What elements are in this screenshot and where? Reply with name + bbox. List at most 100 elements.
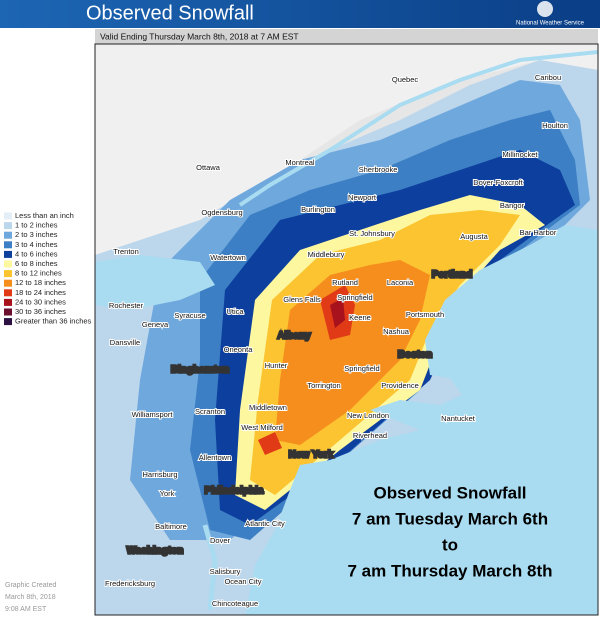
city-label: Scranton	[195, 407, 225, 416]
city-label: Rutland	[332, 278, 358, 287]
legend-swatch	[4, 289, 12, 297]
city-label: Syracuse	[174, 311, 205, 320]
city-label: Ottawa	[196, 163, 221, 172]
legend-label: 2 to 3 inches	[15, 230, 58, 239]
city-label: Bar Harbor	[520, 228, 557, 237]
footer-line: 9:08 AM EST	[5, 606, 47, 613]
legend-swatch	[4, 212, 12, 220]
legend-label: 8 to 12 inches	[15, 269, 62, 278]
chesapeake-bay	[202, 524, 218, 611]
legend-label: 1 to 2 inches	[15, 221, 58, 230]
city-label: Middletown	[249, 403, 287, 412]
legend-swatch	[4, 241, 12, 249]
annotation-line: Observed Snowfall	[373, 483, 526, 502]
legend-label: 30 to 36 inches	[15, 307, 66, 316]
legend-swatch	[4, 270, 12, 278]
city-label: Augusta	[460, 232, 488, 241]
city-label: Oneonta	[224, 345, 254, 354]
city-label: Geneva	[142, 320, 169, 329]
subtitle: Valid Ending Thursday March 8th, 2018 at…	[100, 31, 299, 41]
legend-swatch	[4, 231, 12, 239]
city-label: Millinocket	[502, 150, 538, 159]
city-label: Newport	[348, 193, 377, 202]
city-label: Caribou	[535, 73, 561, 82]
st-lawrence-river	[238, 50, 598, 207]
city-labels: Quebec Caribou Houlton Millinocket Ottawa Mon…	[104, 72, 569, 609]
legend-swatch	[4, 298, 12, 306]
city-label: Harrisburg	[142, 470, 177, 479]
city-label: Utica	[226, 307, 244, 316]
legend-swatch	[4, 308, 12, 316]
snowfall-area	[275, 260, 430, 445]
city-label: Middlebury	[308, 250, 345, 259]
legend-swatch	[4, 222, 12, 230]
legend-swatch	[4, 250, 12, 258]
city-label: Nantucket	[441, 414, 476, 423]
legend-label: Less than an inch	[15, 211, 74, 220]
city-label: Atlantic City	[245, 519, 285, 528]
city-label: Trenton	[113, 247, 139, 256]
header-bar	[0, 0, 600, 28]
legend-label: 3 to 4 inches	[15, 240, 58, 249]
legend-swatch	[4, 279, 12, 287]
nws-logo	[537, 1, 553, 17]
snowfall-area	[258, 432, 282, 455]
city-label: Hunter	[265, 361, 288, 370]
city-label: Williamsport	[132, 410, 174, 419]
legend-swatch	[4, 260, 12, 268]
city-label: Keene	[349, 313, 371, 322]
city-label: Washington	[127, 546, 184, 557]
city-label: Springfield	[337, 293, 372, 302]
city-label: Quebec	[392, 75, 419, 84]
snowfall-area	[330, 298, 345, 328]
city-label: West Milford	[241, 423, 283, 432]
city-label: Portland	[432, 270, 473, 281]
city-label: Burlington	[301, 205, 335, 214]
city-label: Salisbury	[210, 567, 241, 576]
annotation-line: to	[442, 535, 458, 554]
city-label: Rochester	[109, 301, 144, 310]
city-label: Dover	[210, 536, 231, 545]
city-label: Springfield	[344, 364, 379, 373]
city-label: Ocean City	[224, 577, 261, 586]
city-label: Boston	[398, 350, 432, 361]
city-label: Philadelphia	[205, 486, 264, 497]
lake-ontario	[95, 255, 215, 310]
city-label: Nashua	[383, 327, 410, 336]
legend-label: 6 to 8 inches	[15, 259, 58, 268]
legend-label: Greater than 36 inches	[15, 317, 92, 326]
city-label: Allentown	[199, 453, 232, 462]
legend-label: 18 to 24 inches	[15, 288, 66, 297]
city-label: St. Johnsbury	[349, 229, 395, 238]
city-label: Fredericksburg	[105, 579, 155, 588]
city-label: Portsmouth	[406, 310, 444, 319]
agency-name: National Weather Service	[516, 21, 585, 27]
city-label: Sherbrooke	[359, 165, 398, 174]
ocean	[245, 225, 598, 615]
legend-label: 4 to 6 inches	[15, 249, 58, 258]
legend-swatch	[4, 318, 12, 326]
city-label: Providence	[381, 381, 419, 390]
city-label: Chincoteague	[212, 599, 258, 608]
city-label: Torrington	[307, 381, 340, 390]
legend-label: 12 to 18 inches	[15, 278, 66, 287]
annotation-line: 7 am Tuesday March 6th	[352, 509, 548, 528]
canada	[95, 44, 598, 255]
city-label: Dansville	[110, 338, 140, 347]
city-label: Riverhead	[353, 431, 387, 440]
city-label: York	[160, 489, 175, 498]
city-label: Ogdensburg	[201, 208, 242, 217]
city-label: Albany	[277, 331, 311, 342]
city-label: New York	[289, 450, 334, 461]
city-label: Laconia	[387, 278, 414, 287]
city-label: Bangor	[500, 201, 525, 210]
city-label: Watertown	[210, 253, 246, 262]
legend-label: 24 to 30 inches	[15, 297, 66, 306]
city-label: Dover-Foxcroft	[473, 178, 524, 187]
city-label: New London	[347, 411, 389, 420]
city-label: Binghamton	[171, 365, 229, 376]
header-title: Observed Snowfall	[86, 2, 254, 24]
city-label: Baltimore	[155, 522, 187, 531]
